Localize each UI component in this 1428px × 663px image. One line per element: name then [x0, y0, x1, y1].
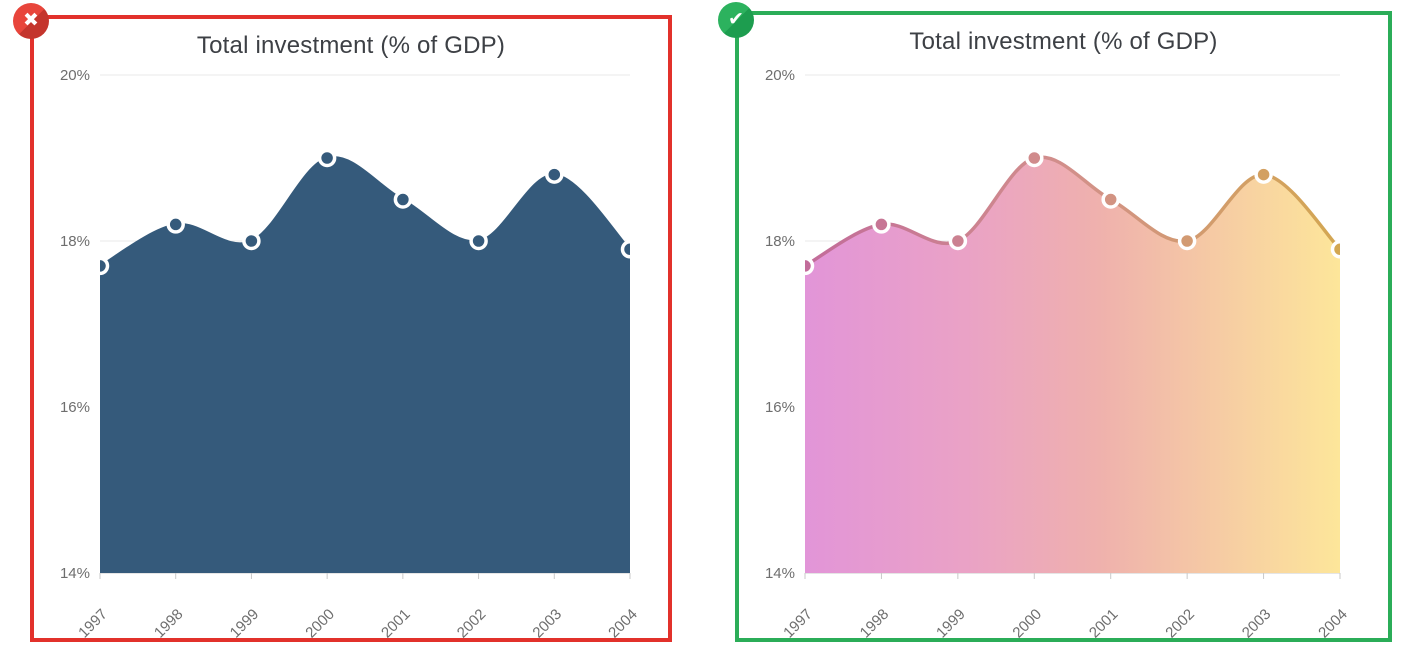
error-badge: ✖: [13, 3, 49, 39]
svg-text:2004: 2004: [1315, 606, 1351, 638]
svg-text:1997: 1997: [75, 606, 111, 638]
chart-panel-correct: ✔ Total investment (% of GDP) 20% 18% 16% 1…: [718, 2, 1392, 642]
chart-title: Total investment (% of GDP): [909, 28, 1218, 55]
svg-text:16%: 16%: [60, 399, 90, 416]
svg-text:20%: 20%: [60, 67, 90, 84]
svg-text:2000: 2000: [1009, 606, 1045, 638]
area-chart-gradient: 20% 18% 16% 14% 1997 1998 1999 2000 2001 2002 2003…: [765, 67, 1351, 638]
svg-text:2001: 2001: [1086, 606, 1122, 638]
svg-text:2003: 2003: [1239, 606, 1275, 638]
svg-text:1998: 1998: [151, 606, 187, 638]
svg-text:14%: 14%: [60, 565, 90, 582]
svg-text:2001: 2001: [378, 606, 414, 638]
svg-text:1998: 1998: [857, 606, 893, 638]
chart-title: Total investment (% of GDP): [196, 32, 506, 59]
area-chart-solid: 20% 18% 16% 14% 1997 1998 1999 2000 2001 2002 2003…: [60, 67, 641, 638]
svg-text:2002: 2002: [454, 606, 490, 638]
svg-text:1999: 1999: [227, 606, 263, 638]
chart-panel-incorrect: ✖ Total investment (% of GDP) 20% 18% 16% 1…: [13, 3, 672, 642]
svg-text:2002: 2002: [1162, 606, 1198, 638]
svg-text:14%: 14%: [765, 565, 795, 582]
svg-text:20%: 20%: [765, 67, 795, 84]
check-icon: ✔: [728, 7, 744, 30]
cross-icon: ✖: [23, 8, 39, 31]
success-badge: ✔: [718, 2, 754, 38]
svg-text:2004: 2004: [605, 606, 641, 638]
svg-text:18%: 18%: [765, 233, 795, 250]
svg-text:18%: 18%: [60, 233, 90, 250]
svg-text:2003: 2003: [529, 606, 565, 638]
svg-text:2000: 2000: [302, 606, 338, 638]
svg-text:1999: 1999: [933, 606, 969, 638]
svg-text:16%: 16%: [765, 399, 795, 416]
svg-text:1997: 1997: [780, 606, 816, 638]
